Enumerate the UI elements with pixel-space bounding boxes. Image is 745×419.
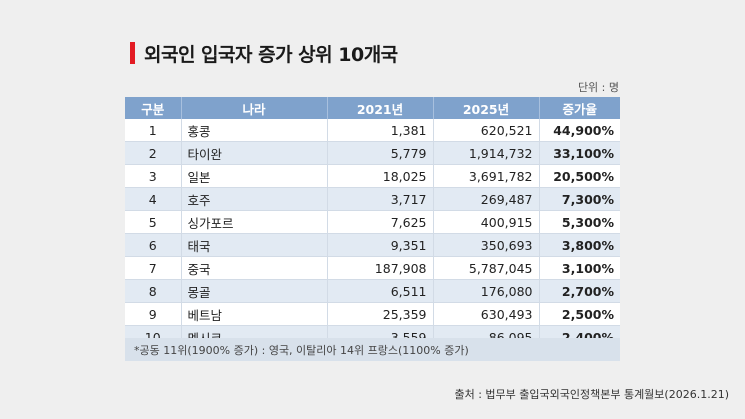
table-row: 9 베트남 25,359 630,493 2,500% (125, 302, 620, 326)
cell-2021: 3,717 (327, 187, 434, 211)
table-header-row: 구분 나라 2021년 2025년 증가율 (125, 97, 620, 119)
cell-country: 호주 (181, 187, 328, 211)
source-credit: 출처 : 법무부 출입국외국인정책본부 통계월보(2026.1.21) (454, 388, 729, 401)
cell-country: 홍콩 (181, 119, 328, 142)
cell-rate: 7,300% (539, 187, 620, 211)
cell-2025: 176,080 (433, 279, 540, 303)
header-2021: 2021년 (327, 97, 434, 119)
cell-rank: 2 (125, 141, 182, 165)
header-2025: 2025년 (433, 97, 540, 119)
cell-2021: 25,359 (327, 302, 434, 326)
cell-country: 싱가포르 (181, 210, 328, 234)
cell-2021: 9,351 (327, 233, 434, 257)
cell-2021: 6,511 (327, 279, 434, 303)
cell-2025: 5,787,045 (433, 256, 540, 280)
cell-2021: 187,908 (327, 256, 434, 280)
title-block: 외국인 입국자 증가 상위 10개국 (130, 42, 398, 66)
cell-country: 타이완 (181, 141, 328, 165)
cell-2025: 350,693 (433, 233, 540, 257)
table-row: 6 태국 9,351 350,693 3,800% (125, 233, 620, 257)
header-country: 나라 (181, 97, 328, 119)
cell-rate: 3,100% (539, 256, 620, 280)
cell-2025: 400,915 (433, 210, 540, 234)
table-row: 4 호주 3,717 269,487 7,300% (125, 187, 620, 211)
cell-2021: 5,779 (327, 141, 434, 165)
cell-2025: 620,521 (433, 119, 540, 142)
cell-rate: 33,100% (539, 141, 620, 165)
cell-2021: 1,381 (327, 119, 434, 142)
table-body: 1 홍콩 1,381 620,521 44,900% 2 타이완 5,779 1,914,732… (125, 119, 620, 349)
header-rate: 증가율 (539, 97, 620, 119)
cell-rank: 6 (125, 233, 182, 257)
table-row: 3 일본 18,025 3,691,782 20,500% (125, 164, 620, 188)
cell-2025: 269,487 (433, 187, 540, 211)
header-rank: 구분 (125, 97, 182, 119)
cell-rank: 4 (125, 187, 182, 211)
cell-rank: 9 (125, 302, 182, 326)
cell-2021: 18,025 (327, 164, 434, 188)
footnote: *공동 11위(1900% 증가) : 영국, 이탈리아 14위 프랑스(110… (134, 343, 469, 357)
unit-label: 단위 : 명 (577, 81, 619, 94)
table-row: 2 타이완 5,779 1,914,732 33,100% (125, 141, 620, 165)
cell-rate: 5,300% (539, 210, 620, 234)
cell-country: 일본 (181, 164, 328, 188)
cell-rate: 44,900% (539, 119, 620, 142)
table-row: 5 싱가포르 7,625 400,915 5,300% (125, 210, 620, 234)
cell-country: 태국 (181, 233, 328, 257)
cell-rank: 7 (125, 256, 182, 280)
footnote-box: *공동 11위(1900% 증가) : 영국, 이탈리아 14위 프랑스(110… (125, 338, 620, 361)
table-row: 8 몽골 6,511 176,080 2,700% (125, 279, 620, 303)
cell-rate: 3,800% (539, 233, 620, 257)
cell-country: 몽골 (181, 279, 328, 303)
cell-rate: 2,700% (539, 279, 620, 303)
title-accent-bar (130, 42, 135, 64)
cell-rate: 20,500% (539, 164, 620, 188)
cell-2025: 1,914,732 (433, 141, 540, 165)
cell-rate: 2,500% (539, 302, 620, 326)
cell-rank: 3 (125, 164, 182, 188)
cell-2025: 630,493 (433, 302, 540, 326)
page-title: 외국인 입국자 증가 상위 10개국 (144, 43, 398, 66)
data-table: 구분 나라 2021년 2025년 증가율 1 홍콩 1,381 620,521 44,… (125, 97, 620, 349)
table-row: 7 중국 187,908 5,787,045 3,100% (125, 256, 620, 280)
cell-rank: 8 (125, 279, 182, 303)
cell-2021: 7,625 (327, 210, 434, 234)
cell-country: 중국 (181, 256, 328, 280)
table-row: 1 홍콩 1,381 620,521 44,900% (125, 119, 620, 142)
cell-country: 베트남 (181, 302, 328, 326)
cell-2025: 3,691,782 (433, 164, 540, 188)
cell-rank: 5 (125, 210, 182, 234)
cell-rank: 1 (125, 119, 182, 142)
